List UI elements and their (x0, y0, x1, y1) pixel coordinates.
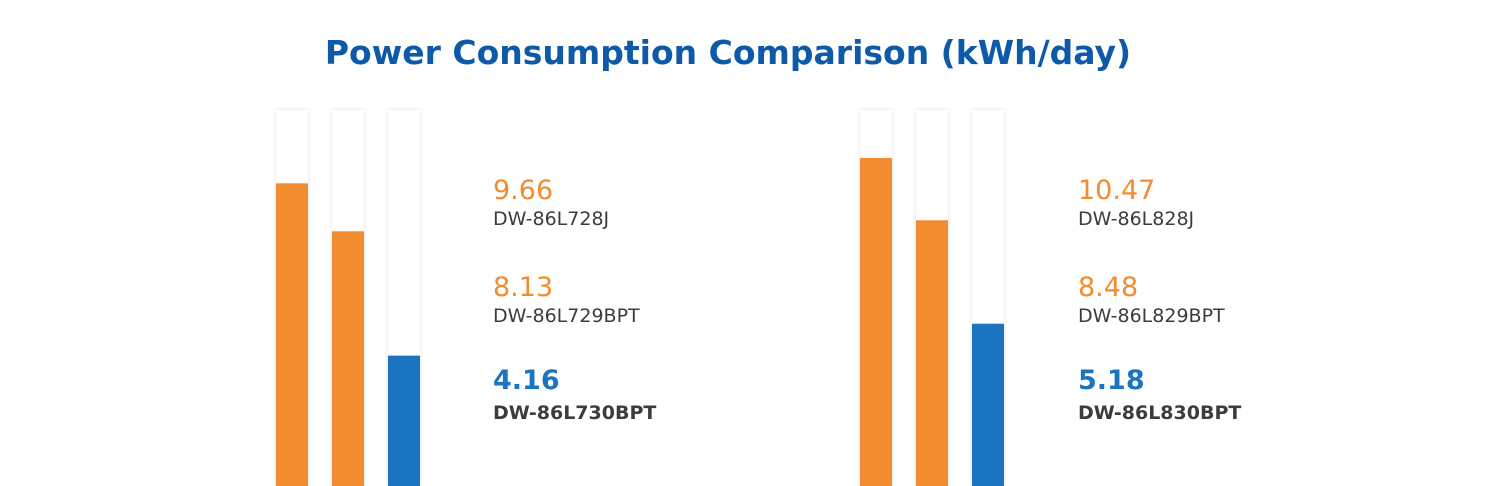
bar (276, 183, 308, 486)
bar (332, 231, 364, 486)
value-label: 8.13 (493, 272, 553, 303)
value-label: 5.18 (1078, 365, 1145, 396)
category-label: DW-86L730BPT (493, 402, 656, 424)
chart-title: Power Consumption Comparison (kWh/day) (325, 33, 1131, 72)
value-label: 9.66 (493, 175, 553, 206)
value-label: 10.47 (1078, 175, 1155, 206)
value-label: 8.48 (1078, 272, 1138, 303)
category-label: DW-86L828J (1078, 208, 1194, 230)
category-label: DW-86L830BPT (1078, 402, 1241, 424)
category-label: DW-86L829BPT (1078, 305, 1225, 327)
bar (972, 323, 1004, 486)
bar (916, 220, 948, 486)
bar (860, 157, 892, 486)
category-label: DW-86L729BPT (493, 305, 640, 327)
category-label: DW-86L728J (493, 208, 609, 230)
value-label: 4.16 (493, 365, 560, 396)
bar (388, 355, 420, 486)
